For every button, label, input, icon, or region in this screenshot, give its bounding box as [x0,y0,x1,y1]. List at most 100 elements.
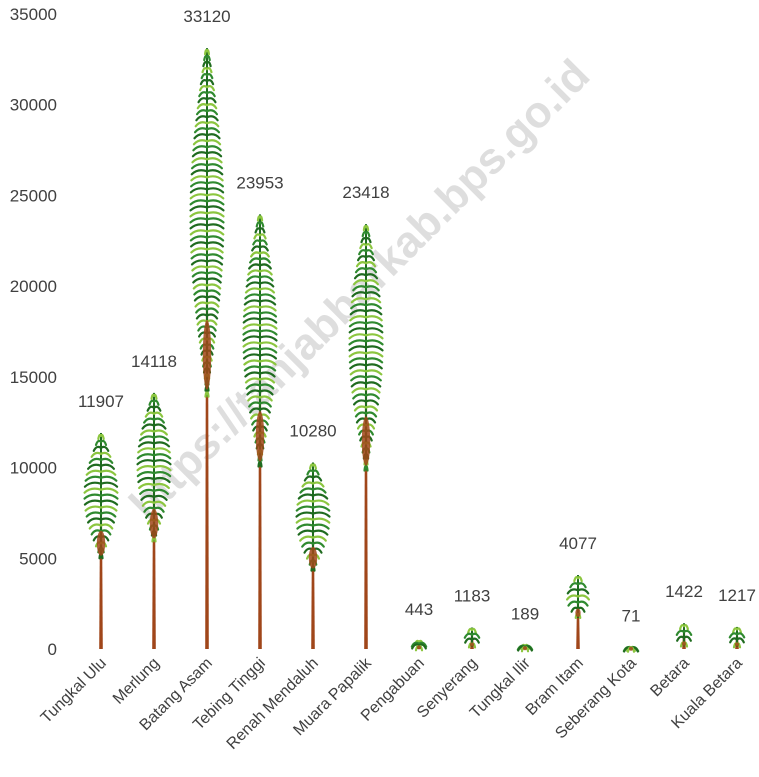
palm-frond [152,411,164,418]
palm-frond [682,635,692,642]
palm-frond [205,229,225,236]
y-tick-label: 10000 [10,459,57,478]
palm-frond [85,469,103,476]
palm-frond [136,459,156,466]
palm-frond [354,411,368,418]
palm-frond [205,61,212,68]
data-label: 11907 [78,392,124,411]
palm-frond [205,157,223,164]
palm-frond [352,285,368,292]
palm-frond [83,481,103,488]
palm-bars: 11907 14118 33120 23953 10280 23418 443 1183 189… [78,7,756,653]
data-label: 33120 [183,7,230,26]
palm-frond [364,357,384,364]
palm-bar: 1422 [665,582,703,649]
palm-frond [205,97,217,104]
palm-bar: 11907 [78,392,124,649]
palm-frond [735,637,745,644]
palm-frond [470,632,481,639]
palm-frond [682,624,690,631]
palm-frond [350,297,368,304]
palm-crown [565,575,591,619]
palm-frond [189,187,209,194]
palm-frond [295,505,315,512]
palm-crown [463,627,481,649]
data-label: 189 [511,605,539,624]
palm-frond [205,151,223,158]
palm-frond [258,371,276,378]
palm-frond [311,469,320,476]
palm-frond [152,405,162,412]
palm-frond [84,475,103,482]
palm-frond [242,335,262,342]
palm-frond [735,627,743,634]
palm-frond [258,251,270,258]
palm-frond [351,291,368,298]
palm-frond [244,287,262,294]
palm-frond [152,494,168,501]
palm-bar: 4077 [559,534,597,649]
palm-frond [297,493,315,500]
palm-frond [205,235,225,242]
palm-frond [152,399,160,406]
data-label: 71 [622,607,641,626]
palm-frond [205,73,214,80]
palm-frond [258,263,272,270]
palm-frond [364,465,369,472]
palm-frond [205,307,219,314]
palm-crown [675,623,693,648]
palm-frond [190,259,209,266]
palm-frond [205,301,220,308]
palm-frond [296,523,315,530]
palm-frond [249,257,262,264]
palm-bar: 71 [622,607,641,653]
palm-frond [348,333,368,340]
palm-frond [195,115,209,122]
palm-frond [205,91,216,98]
palm-frond [364,279,379,286]
palm-frond [197,97,209,104]
palm-frond [99,463,116,470]
palm-frond [353,405,368,412]
palm-frond [152,441,171,448]
palm-frond [311,523,330,530]
palm-frond [364,297,382,304]
palm-frond [682,629,693,637]
palm-frond [364,309,383,316]
palm-frond [735,632,746,639]
palm-frond [258,329,278,336]
palm-frond [258,389,274,396]
palm-frond [348,339,368,346]
palm-frond [576,582,587,589]
palm-frond [258,395,273,402]
palm-frond [364,345,384,352]
palm-frond [99,475,118,482]
palm-crown-base [417,645,421,650]
palm-frond [350,303,368,310]
palm-frond [364,363,383,370]
palm-frond [243,305,262,312]
palm-frond [364,291,381,298]
palm-frond [136,465,156,472]
palm-frond [299,535,315,542]
palm-crown [295,462,331,572]
palm-frond [205,109,219,116]
palm-frond [205,103,218,110]
palm-crown-base [202,319,212,390]
palm-frond [297,529,315,536]
palm-frond [189,205,209,212]
palm-frond [364,351,384,358]
palm-frond [140,494,156,501]
palm-frond [311,475,323,482]
palm-frond [205,139,222,146]
palm-frond [189,229,209,236]
palm-frond [205,121,220,128]
palm-frond [295,511,315,518]
palm-frond [242,341,262,348]
palm-frond [83,487,103,494]
palm-frond [205,217,225,224]
palm-frond [258,407,271,414]
palm-frond [311,463,317,470]
palm-frond [92,445,103,452]
palm-frond [99,499,119,506]
